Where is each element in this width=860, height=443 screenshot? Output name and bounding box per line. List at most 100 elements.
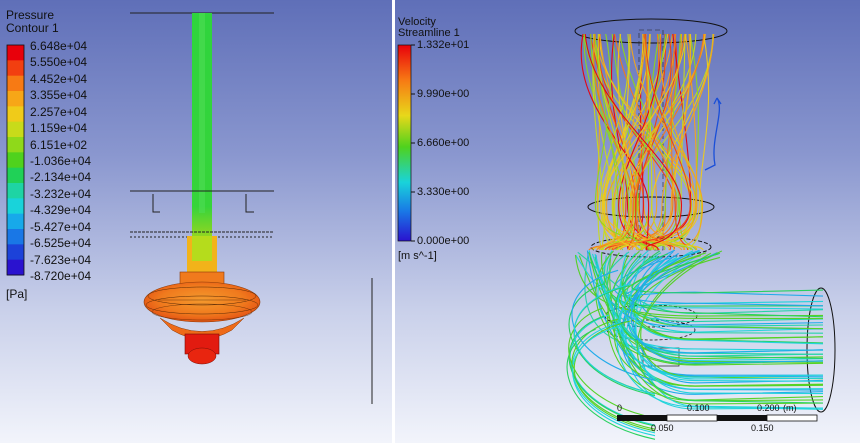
pressure-colorbar-band <box>7 244 24 261</box>
scale-bar-unit: (m) <box>783 403 797 413</box>
scale-bar-label: 0.050 <box>651 423 674 433</box>
viewport-divider[interactable] <box>392 0 395 443</box>
streamline <box>568 307 656 419</box>
streamline <box>598 33 689 251</box>
pressure-colorbar-band <box>7 198 24 215</box>
streamline <box>630 253 824 345</box>
streamline <box>573 320 656 432</box>
velocity-streamline-viewport[interactable]: Velocity Streamline 1 1.332e+01 9.990e+00… <box>395 0 860 443</box>
pressure-colorbar-band <box>7 121 24 138</box>
streamline <box>589 256 824 404</box>
streamline <box>622 253 824 318</box>
pressure-legend-label: -1.036e+04 <box>30 154 92 168</box>
pressure-colorbar-band <box>7 213 24 230</box>
pressure-colorbar-band <box>7 167 24 184</box>
pressure-legend-label: 3.355e+04 <box>30 88 88 103</box>
velocity-legend-label: 9.990e+00 <box>417 88 470 100</box>
pressure-colorbar-band <box>7 91 24 107</box>
pressure-legend-label: 1.159e+04 <box>30 121 88 136</box>
pressure-colorbar-band <box>7 137 24 153</box>
velocity-legend-unit: [m s^-1] <box>398 250 437 262</box>
streamline <box>622 33 683 251</box>
section-ring-1 <box>587 196 715 218</box>
pressure-legend-label: -3.232e+04 <box>30 186 92 201</box>
velocity-legend-subtitle: Streamline 1 <box>398 27 460 39</box>
velocity-streamline-canvas <box>397 18 836 440</box>
pressure-legend-label: 5.550e+04 <box>30 55 88 70</box>
pressure-colorbar-band <box>7 229 24 245</box>
streamline <box>631 252 824 294</box>
velocity-legend-label: 1.332e+01 <box>417 39 470 51</box>
streamline <box>573 283 656 395</box>
streamline <box>596 33 683 251</box>
streamline <box>571 269 656 381</box>
pressure-legend-label: -8.720e+04 <box>30 269 92 283</box>
streamline <box>584 33 683 251</box>
scale-bar-label: 0.150 <box>751 423 774 433</box>
streamline <box>593 33 635 251</box>
pressure-legend-label: 6.151e+02 <box>30 137 88 152</box>
pressure-colorbar-band <box>7 60 24 77</box>
streamline <box>602 33 704 251</box>
velocity-legend-label: 0.000e+00 <box>417 235 470 247</box>
pressure-legend-label: -7.623e+04 <box>30 252 92 267</box>
streamline <box>614 255 824 387</box>
pressure-contour-canvas <box>6 12 373 404</box>
pressure-legend-label: -2.134e+04 <box>30 170 92 185</box>
streamline <box>597 250 824 351</box>
scale-bar-label: 0.200 <box>757 403 780 413</box>
streamlines-group <box>566 33 824 440</box>
streamline <box>619 33 697 251</box>
streamline <box>627 251 824 354</box>
pressure-contour-viewport[interactable]: Pressure Contour 1 6.648e+04 5.550e+04 4.4… <box>0 0 392 443</box>
scale-bar-label: 0.100 <box>687 403 710 413</box>
pressure-legend-label: -6.525e+04 <box>30 236 92 251</box>
pressure-legend-label: -5.427e+04 <box>30 219 92 234</box>
impeller-body <box>143 281 261 323</box>
streamline <box>630 249 824 364</box>
pressure-legend-label: 6.648e+04 <box>30 39 88 53</box>
scale-bar-bottom-labels: 0.050 0.150 <box>395 423 860 435</box>
streamline <box>629 33 704 251</box>
streamline <box>580 33 650 251</box>
streamline <box>606 255 824 357</box>
pressure-colorbar-band <box>7 259 24 276</box>
pressure-colorbar-band <box>7 152 24 169</box>
scale-bar-label: 0 <box>617 403 623 413</box>
pressure-legend-label: -4.329e+04 <box>30 203 92 218</box>
velocity-legend-title: Velocity <box>398 16 436 28</box>
pressure-legend-unit: [Pa] <box>6 287 28 301</box>
streamline <box>601 33 687 251</box>
streamline <box>617 252 824 390</box>
streamline <box>595 250 824 366</box>
pressure-legend-label: 2.257e+04 <box>30 104 88 119</box>
streamline <box>591 253 824 380</box>
scale-bar <box>617 414 818 422</box>
velocity-legend-label: 3.330e+00 <box>417 186 470 198</box>
streamline <box>645 33 689 251</box>
streamline <box>594 253 824 395</box>
pressure-legend-subtitle: Contour 1 <box>6 21 59 35</box>
streamline <box>613 255 824 307</box>
streamline <box>608 33 691 251</box>
streamline <box>620 252 824 361</box>
pressure-colorbar <box>7 45 24 276</box>
streamline <box>607 250 824 402</box>
scale-bar-top-labels: 0 0.100 0.200 (m) <box>395 403 860 415</box>
pressure-colorbar-band <box>7 106 24 123</box>
streamline <box>597 33 630 251</box>
pressure-colorbar-band <box>7 45 24 61</box>
streamline <box>572 325 656 437</box>
streamline <box>628 33 672 251</box>
pressure-legend-title: Pressure <box>6 8 55 22</box>
pressure-colorbar-band <box>7 75 24 92</box>
pressure-legend-label: 4.452e+04 <box>30 71 88 86</box>
streamline <box>574 254 824 317</box>
velocity-legend-label: 6.660e+00 <box>417 137 470 149</box>
velocity-colorbar <box>397 44 412 242</box>
streamline <box>603 255 824 334</box>
inlet-ring <box>574 18 728 44</box>
pressure-colorbar-band <box>7 183 24 199</box>
streamline <box>619 252 824 319</box>
